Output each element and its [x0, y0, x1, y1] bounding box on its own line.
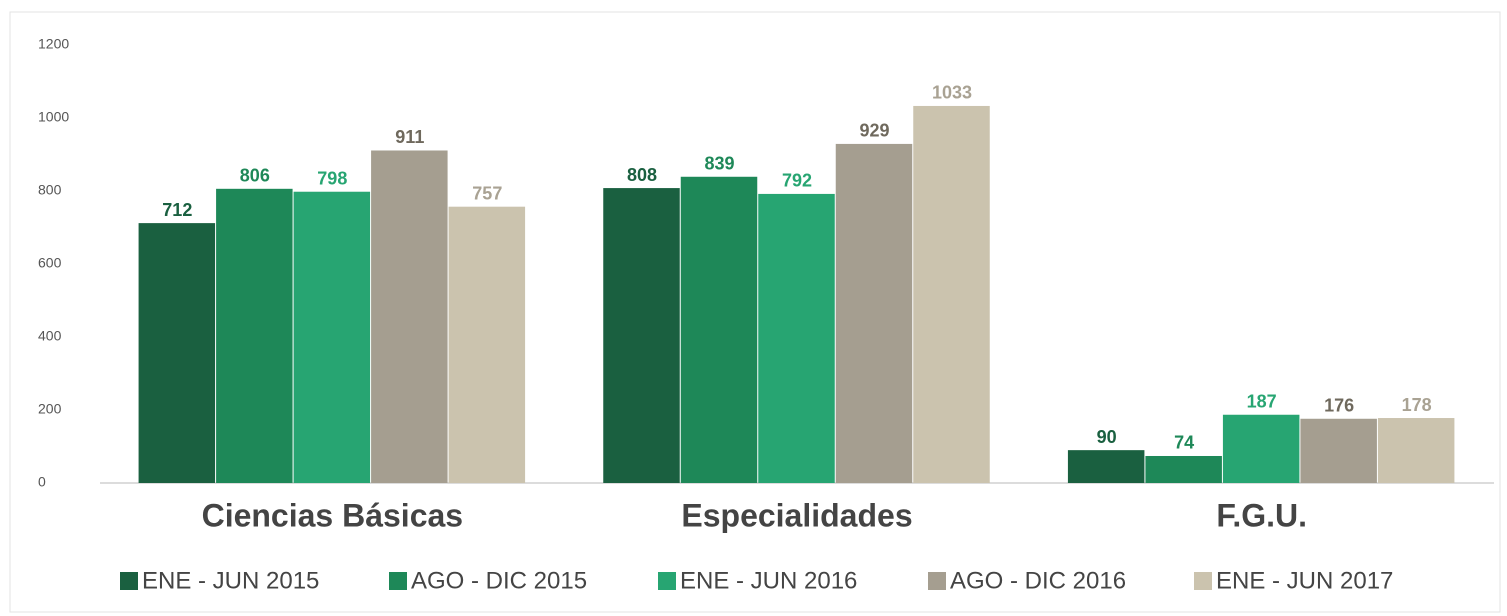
data-label: 74	[1174, 433, 1194, 453]
legend-swatch	[658, 572, 676, 590]
data-label: 911	[395, 127, 424, 147]
legend-swatch	[1194, 572, 1212, 590]
data-label: 839	[704, 154, 734, 174]
bar	[1145, 455, 1222, 483]
x-tick-label: Ciencias Básicas	[202, 497, 464, 533]
data-label: 798	[317, 168, 347, 188]
data-label: 178	[1402, 395, 1432, 415]
data-label: 806	[240, 166, 270, 186]
legend-swatch	[928, 572, 946, 590]
bar	[835, 143, 913, 484]
y-tick-label: 600	[38, 255, 62, 271]
bar	[680, 176, 758, 483]
legend-label: AGO - DIC 2015	[411, 567, 587, 594]
legend-label: ENE - JUN 2015	[142, 567, 319, 594]
bar	[293, 191, 371, 484]
bar	[1067, 450, 1145, 483]
legend-swatch	[389, 572, 407, 590]
data-label: 712	[162, 200, 192, 220]
bar	[1300, 418, 1377, 483]
bar	[1222, 414, 1300, 483]
x-tick-label: F.G.U.	[1216, 497, 1307, 533]
legend-label: ENE - JUN 2017	[1216, 567, 1393, 594]
data-label: 1033	[932, 83, 972, 103]
y-tick-label: 1000	[38, 109, 69, 125]
bar	[216, 188, 293, 483]
data-label: 808	[627, 165, 657, 185]
legend-swatch	[120, 572, 138, 590]
y-tick-label: 0	[38, 474, 46, 490]
bar	[913, 105, 990, 483]
data-label: 187	[1247, 391, 1277, 411]
data-label: 757	[472, 183, 502, 203]
legend-label: AGO - DIC 2016	[950, 567, 1126, 594]
y-tick-label: 1200	[38, 36, 69, 52]
data-label: 90	[1097, 427, 1117, 447]
bar	[758, 193, 835, 484]
x-tick-label: Especialidades	[681, 497, 912, 533]
bar	[138, 223, 216, 483]
legend-label: ENE - JUN 2016	[680, 567, 857, 594]
y-tick-label: 200	[38, 401, 62, 417]
bar	[603, 188, 680, 483]
data-label: 176	[1324, 396, 1354, 416]
bar	[371, 150, 448, 484]
bar	[448, 206, 526, 483]
data-label: 929	[859, 121, 889, 141]
y-tick-label: 400	[38, 328, 62, 344]
data-label: 792	[782, 171, 812, 191]
bar	[1377, 418, 1455, 483]
y-tick-label: 800	[38, 182, 62, 198]
